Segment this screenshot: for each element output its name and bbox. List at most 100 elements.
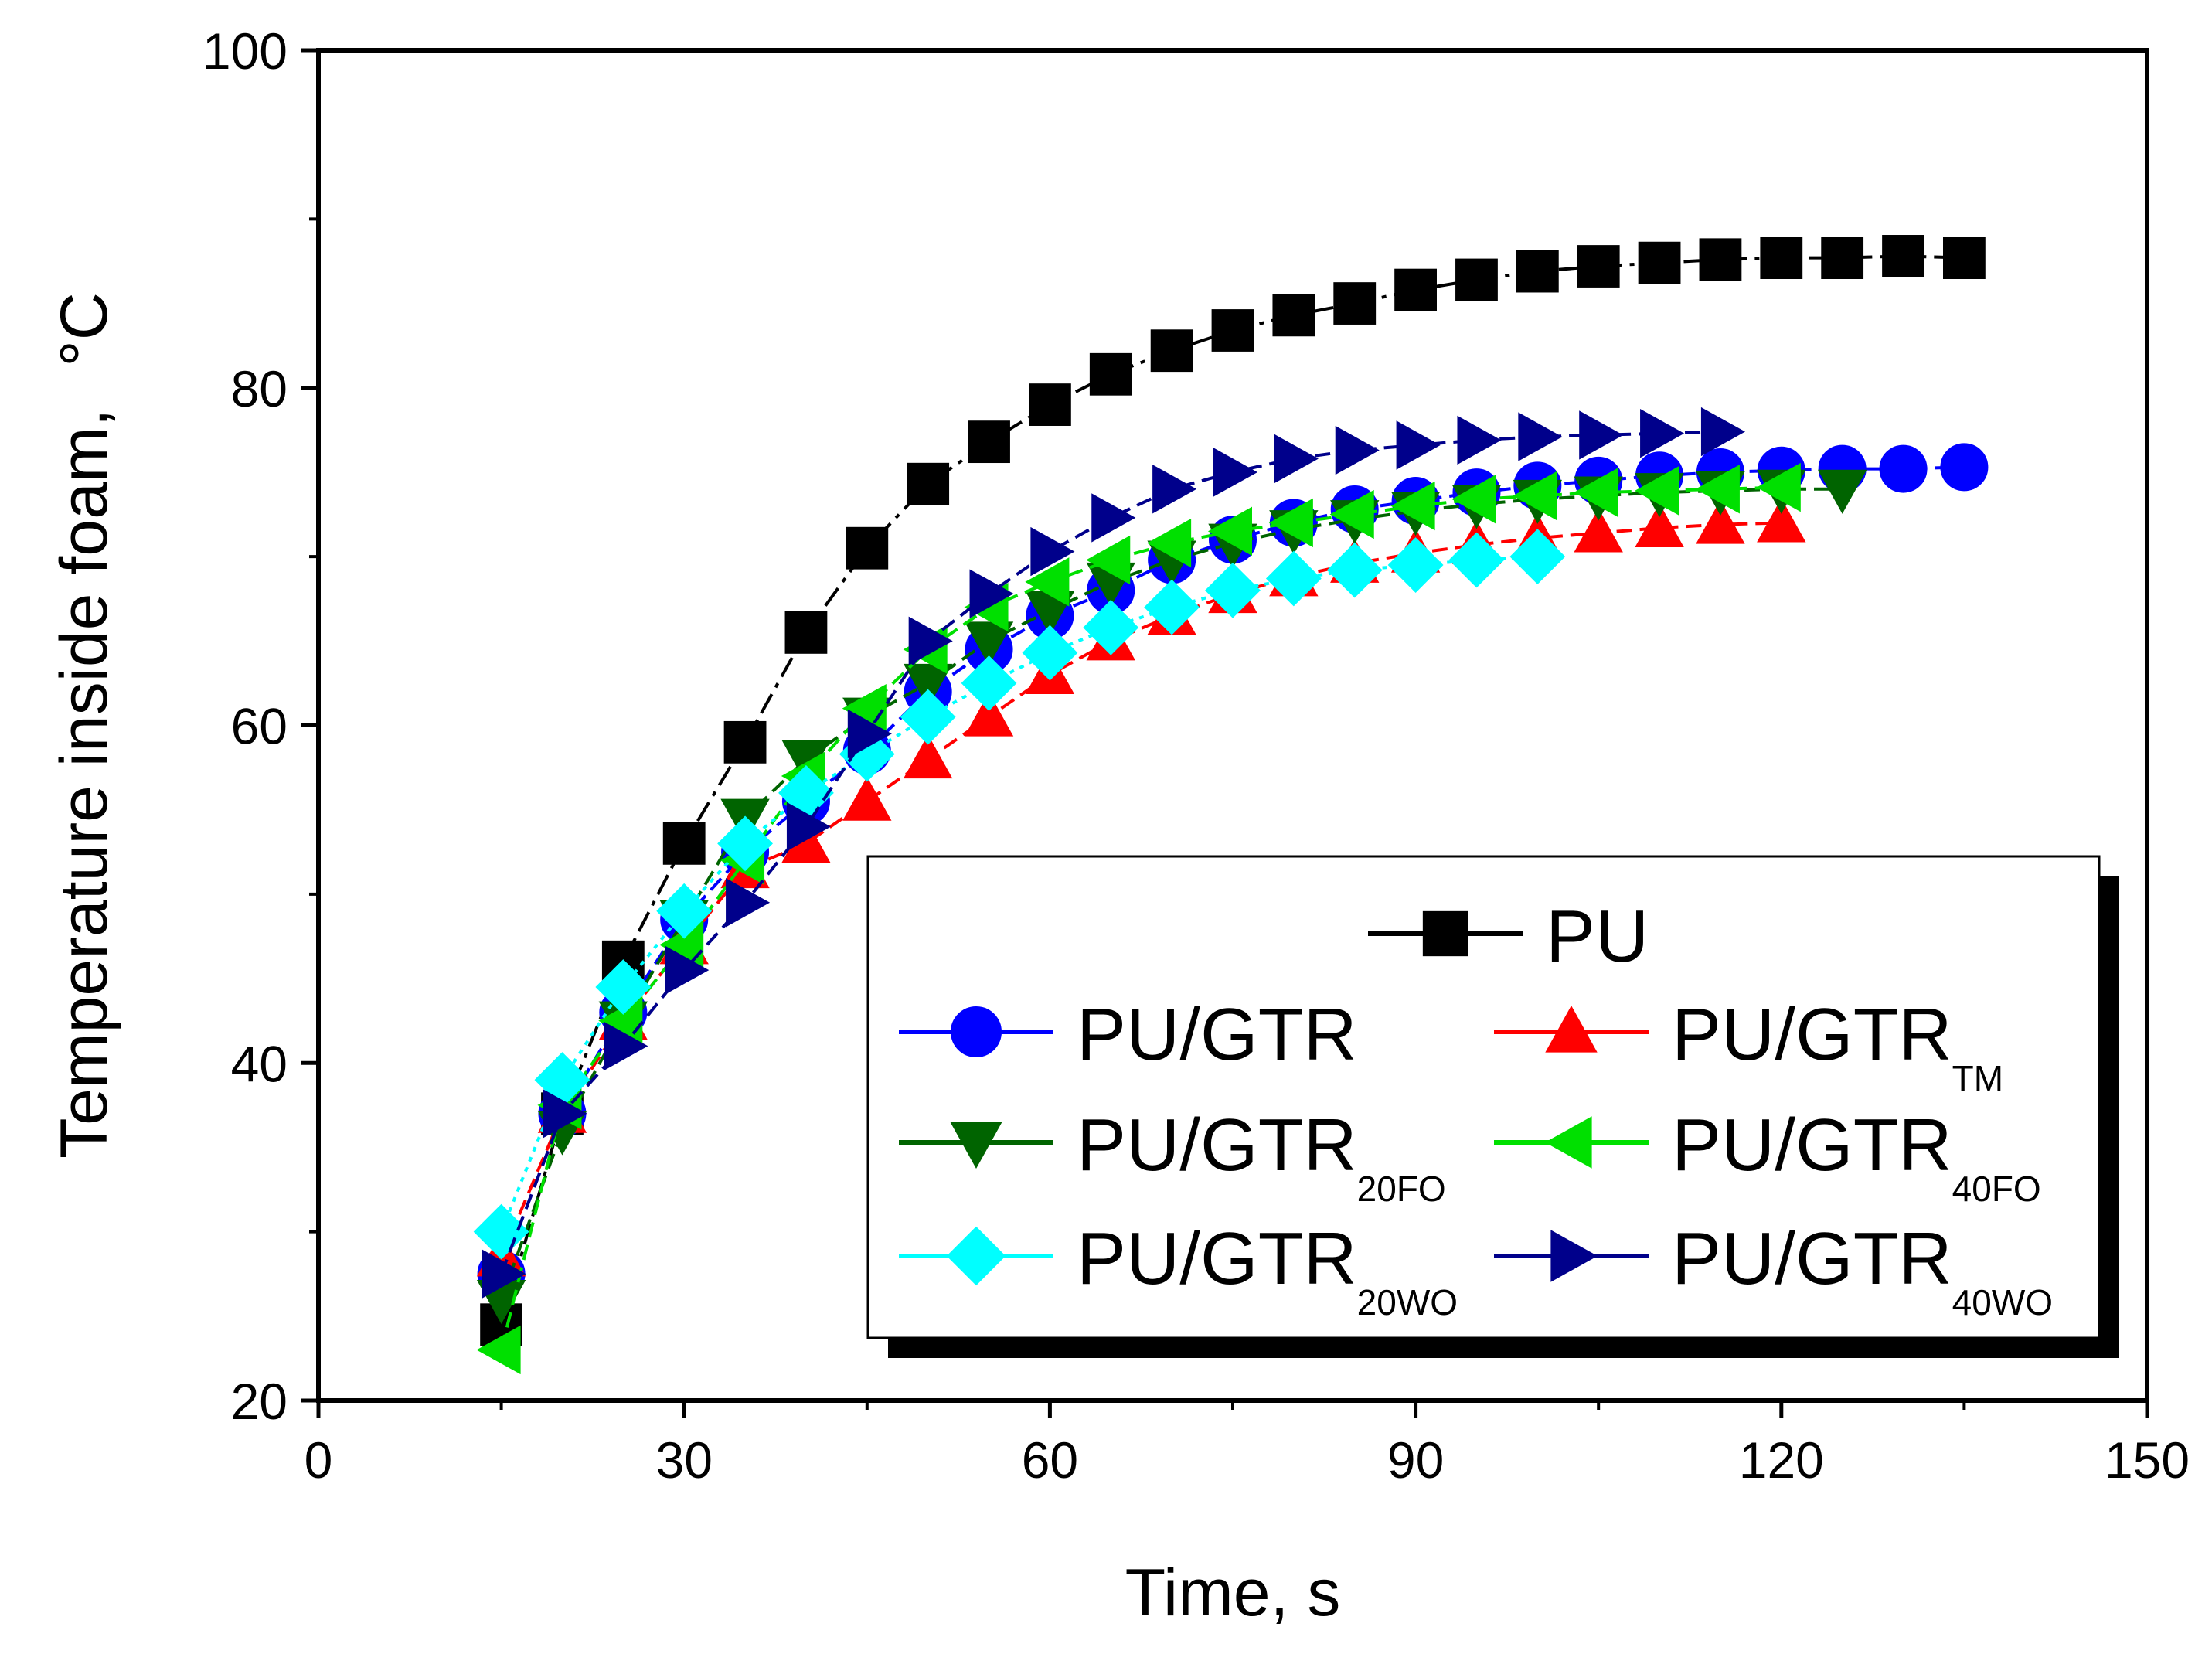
data-point-pu [1821,237,1864,280]
data-point-pu-gtr-tm [1757,498,1806,543]
data-point-pu-gtr-40wo [1030,526,1075,577]
data-point-pu-gtr-40fo [1147,518,1192,568]
data-point-pu [846,526,889,570]
data-point-pu-gtr-20wo [1144,579,1200,635]
data-point-pu-gtr-40wo [604,1021,648,1071]
data-point-pu [1211,309,1254,352]
data-point-pu-gtr-20wo [1022,625,1078,681]
data-point-pu-gtr-40wo [1335,425,1380,475]
legend-marker [1544,1116,1592,1169]
data-point-pu-gtr-40fo [476,1325,521,1375]
series-pu-gtr-40wo [482,407,1745,1299]
legend-label-main: PU/GTR [1672,1217,1952,1300]
data-point-pu-gtr-40fo [1756,462,1801,512]
data-point-pu-gtr-20wo [900,689,956,745]
legend-label-main: PU/GTR [1077,1104,1357,1186]
data-point-pu-gtr-40wo [908,616,953,666]
data-point-pu-gtr-40fo [1695,465,1740,514]
data-point-pu-gtr-40wo [543,1089,587,1139]
legend-label: PU/GTR40WO [1672,1217,2053,1322]
legend-label-subscript: 40WO [1952,1282,2053,1322]
data-point-pu-gtr-20wo [1326,542,1383,598]
svg-text:Temperature inside foam,: Temperature inside foam, °C [47,292,121,1159]
legend-label-subscript: TM [1952,1058,2003,1098]
legend-marker [946,1226,1006,1286]
data-point-pu-gtr-20wo [656,883,713,939]
y-tick-label: 60 [231,698,288,755]
data-point-pu-gtr-tm [1696,499,1745,544]
data-point-pu [662,822,706,865]
data-point-pu-gtr-40fo [1207,506,1252,557]
legend-label: PU/GTR [1077,993,1357,1076]
data-point-pu-gtr-40wo [482,1249,526,1299]
series-line-pu-gtr-40fo [499,485,1782,1350]
data-point-pu [723,720,767,764]
data-point-pu-gtr-40wo [1579,410,1624,460]
legend-label-main: PU/GTR [1672,993,1952,1076]
data-point-pu-gtr-20wo [961,655,1017,711]
data-point-pu-gtr-20wo [595,959,652,1015]
legend-label: PU/GTR20FO [1077,1104,1446,1209]
y-tick-label: 40 [231,1035,288,1092]
legend-item-pu: PU [1368,895,1649,978]
legend-marker [950,1122,1002,1169]
data-point-pu-gtr-40wo [1274,434,1319,484]
data-point-pu [1455,258,1498,301]
y-axis-title: Temperature inside foam, °C [47,292,121,1159]
data-point-pu-gtr-40fo [1635,466,1679,516]
legend-box [866,855,2101,1339]
legend-label-main: PU [1546,895,1649,978]
y-axis-title-unit: °C [47,292,121,367]
x-tick-label: 150 [2105,1431,2190,1489]
legend-item-pu-gtr-20wo: PU/GTR20WO [899,1217,1458,1322]
series-pu-gtr-20wo [473,529,1566,1260]
y-tick-label: 80 [231,360,288,417]
plot-area: 0 30 60 90 120 150 20 40 60 80 100 [202,22,2190,1489]
data-point-pu-gtr-40fo [1025,557,1070,607]
legend-marker [1545,1005,1598,1053]
data-point-pu-gtr-40wo [665,945,710,995]
legend-marker [1550,1230,1598,1282]
data-point-pu-gtr-40wo [1518,412,1563,461]
data-point-pu [968,420,1010,464]
data-point-pu-gtr-40fo [1329,489,1374,539]
x-axis-title: Time, s [1125,1556,1341,1630]
legend-item-pu-gtr-20fo: PU/GTR20FO [899,1104,1446,1209]
data-point-pu-gtr-20fo [903,663,953,708]
data-point-pu-gtr-tm [1574,508,1623,553]
data-point-pu [1150,329,1193,373]
data-point-pu-gtr-40fo [1574,468,1618,517]
data-point-pu-gtr-40wo [1396,420,1441,470]
data-point-pu-gtr-40fo [1390,481,1435,531]
data-point-pu [1638,241,1681,284]
data-point-pu-gtr-40wo [1640,409,1685,458]
data-point-pu-gtr-20wo [1387,537,1444,593]
data-point-pu [1577,245,1620,288]
legend-label-main: PU/GTR [1077,1217,1357,1300]
y-axis-title-text: Temperature inside foam, [47,409,121,1159]
data-point-pu-gtr-20fo [964,621,1014,666]
x-axis-ticks: 0 30 60 90 120 150 [305,1401,2190,1489]
legend-label-main: PU/GTR [1077,993,1357,1076]
data-point-pu [1089,352,1132,396]
data-point-pu-gtr-20wo [717,815,773,872]
x-tick-label: 90 [1387,1431,1444,1489]
data-point-pu-gtr-40wo [1152,465,1197,514]
data-point-pu-gtr-40wo [969,569,1014,618]
data-point-pu [1882,235,1924,277]
x-tick-label: 60 [1022,1431,1078,1489]
data-point-pu-gtr-tm [842,776,892,821]
legend-item-pu-gtr: PU/GTR [899,993,1357,1076]
y-tick-label: 100 [202,22,288,80]
data-point-pu-gtr-40wo [786,802,831,852]
data-point-pu-gtr-20fo [1817,469,1867,514]
data-point-pu [907,462,950,505]
data-point-pu-gtr-20wo [1509,529,1566,585]
legend-label: PU/GTRTM [1672,993,2003,1098]
data-point-pu [1394,268,1437,311]
legend-marker [951,1006,1002,1057]
data-point-pu-gtr-20wo [1205,562,1261,618]
data-point-pu [1029,383,1071,426]
